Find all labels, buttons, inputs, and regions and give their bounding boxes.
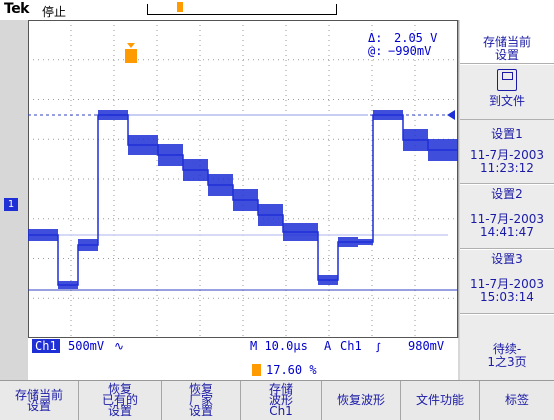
trigger-position: 17.60 % [266,363,317,377]
to-file-label: 到文件 [488,94,525,108]
trigger-level: 980mV [408,339,445,353]
channel1-ground-marker-icon: 1 [4,198,18,211]
side-title-line1: 存储当前 [482,35,531,49]
save-waveform-button[interactable]: 存储 波形 Ch1 [241,381,322,420]
trigger-position-marker-icon [177,2,183,12]
btn-line: 恢复 [107,382,132,396]
btn-line: 厂家 [188,393,213,407]
waveform-display: Δ: 2.05 V @: −990mV [28,20,459,338]
readout-panel: Ch1 500mV ∿ M 10.0µs A Ch1 ꭍ 980mV 17.60… [28,338,458,384]
slot-time: 14:41:47 [480,225,534,239]
recall-waveform-button[interactable]: 恢复波形 [322,381,401,420]
cursor-arrow-icon [447,110,455,120]
at-value: −990mV [388,44,432,58]
recall-factory-setup-button[interactable]: 恢复 厂家 设置 [162,381,241,420]
setup-slot-3-button[interactable]: 设置3 11-7月-2003 15:03:14 [460,250,554,314]
brand-logo: Tek [4,1,30,17]
side-title-line2: 设置 [494,48,519,62]
more-line2: 1之3页 [487,355,527,369]
btn-line: 设置 [107,404,132,418]
btn-line: 恢复 [188,382,213,396]
trigger-position-icon [252,364,261,376]
file-utilities-button[interactable]: 文件功能 [401,381,480,420]
trigger-source: Ch1 [340,339,362,353]
slot-time: 11:23:12 [480,161,534,175]
btn-line: 波形 [268,393,293,407]
btn-line: 设置 [188,404,213,418]
graticule-border [28,20,458,338]
slot-label: 设置1 [491,127,523,141]
btn-line: 标签 [504,393,529,407]
delta-label: Δ: [368,31,383,45]
delta-value: 2.05 V [394,31,438,45]
btn-line: 文件功能 [415,393,464,407]
btn-line: 已有的 [101,393,138,407]
btn-line: 存储当前 [14,387,63,402]
recall-saved-setup-button[interactable]: 恢复 已有的 设置 [79,381,162,420]
btn-line: Ch1 [269,404,293,418]
slot-date: 11-7月-2003 [469,148,545,162]
more-page-button[interactable]: 待续- 1之3页 [460,315,554,384]
labels-button[interactable]: 标签 [480,381,554,420]
slot-date: 11-7月-2003 [469,212,545,226]
bottom-menu: 存储当前 设置 恢复 已有的 设置 恢复 厂家 设置 存储 波形 Ch1 恢复波… [0,380,554,420]
trigger-slope-icon: ꭍ [376,341,381,355]
channel-label: Ch1 [32,339,60,353]
acquisition-state: 停止 [42,5,67,19]
slot-label: 设置3 [491,252,523,266]
trigger-point-icon [125,43,137,63]
status-bar: Tek 停止 [0,0,554,20]
side-menu: 存储当前 设置 到文件 设置1 11-7月-2003 11:23:12 设置2 … [460,20,554,384]
btn-line: 设置 [26,398,51,413]
btn-line: 恢复波形 [336,393,385,407]
time-per-div: M 10.0µs [250,339,308,353]
floppy-disk-icon [497,69,517,91]
volts-per-div: 500mV [68,339,105,353]
setup-slot-1-button[interactable]: 设置1 11-7月-2003 11:23:12 [460,120,554,184]
slot-date: 11-7月-2003 [469,277,545,291]
slot-time: 15:03:14 [480,290,534,304]
trigger-mode: A [324,339,332,353]
slot-label: 设置2 [491,187,523,201]
btn-line: 存储 [268,382,293,396]
graticule [28,20,458,338]
coupling-icon: ∿ [114,339,125,353]
side-menu-title: 存储当前 设置 [460,20,554,64]
waveform-trace [28,114,458,286]
at-label: @: [368,44,383,58]
setup-slot-2-button[interactable]: 设置2 11-7月-2003 14:41:47 [460,185,554,249]
more-line1: 待续- [492,342,522,356]
to-file-button[interactable]: 到文件 [460,65,554,120]
record-length-bar [147,4,337,15]
save-current-setup-button[interactable]: 存储当前 设置 [0,381,79,420]
